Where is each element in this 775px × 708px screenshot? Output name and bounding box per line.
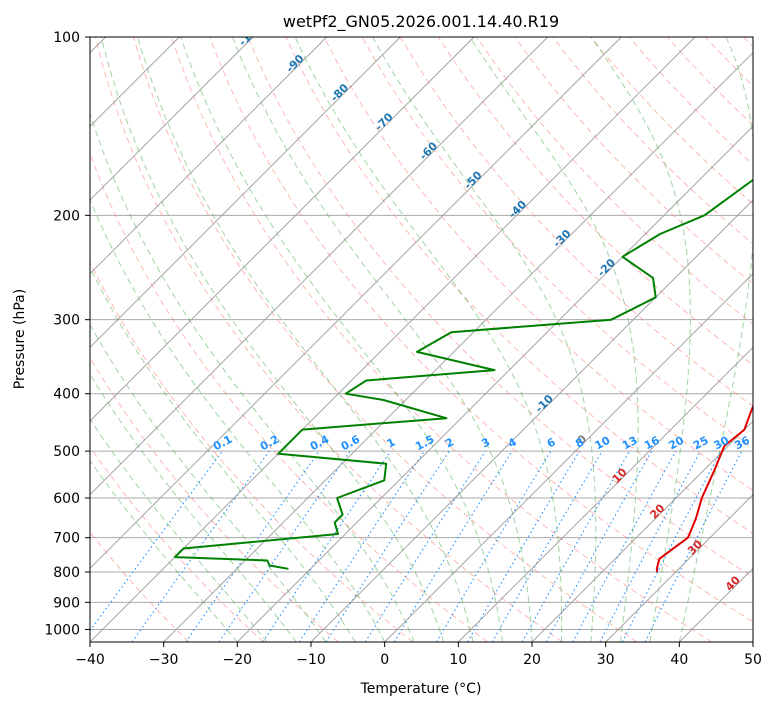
x-tick-label: −20 — [223, 652, 253, 668]
mixing-ratio-label: 13 — [620, 434, 640, 453]
moist-adiabat-line — [231, 37, 533, 642]
plot-area: -100-90-80-70-60-50-40-30-20-10010203040… — [90, 20, 753, 642]
mixing-ratio-line — [572, 450, 677, 642]
mixing-ratio-line — [467, 450, 580, 642]
mixing-ratio-label: 20 — [666, 434, 686, 453]
dry-adiabat-line — [94, 37, 563, 642]
x-tick-label: 0 — [380, 652, 389, 668]
moist-adiabat-line — [180, 37, 503, 642]
profile-series — [173, 178, 753, 573]
x-tick-label: 50 — [744, 652, 762, 668]
y-tick-label: 800 — [53, 565, 80, 581]
isotherm-label: -100 — [236, 20, 265, 49]
x-tick-label: 10 — [449, 652, 467, 668]
x-tick-label: 20 — [523, 652, 541, 668]
isotherm-line — [90, 37, 475, 422]
x-axis-label: Temperature (°C) — [360, 681, 482, 697]
moist-adiabat-line — [294, 37, 563, 642]
mixing-ratio-label: 10 — [593, 434, 613, 453]
mixing-ratio-line — [298, 450, 425, 642]
mixing-ratio-line — [262, 450, 392, 642]
y-tick-label: 700 — [53, 531, 80, 547]
temperature-line — [655, 403, 753, 573]
isotherm-line — [90, 37, 696, 642]
dry-adiabat-line — [476, 37, 753, 325]
moist-adiabat-line — [678, 37, 753, 642]
y-tick-label: 900 — [53, 595, 80, 611]
x-axis-ticks: −40 −30 −20 −10 0 10 20 30 40 50 — [75, 642, 762, 668]
moist-adiabat-line — [100, 37, 445, 642]
mixing-ratio-line — [218, 450, 351, 642]
mixing-ratio-line — [325, 450, 450, 642]
mixing-ratio-label: 30 — [712, 434, 732, 453]
moist-adiabat-line — [90, 323, 327, 642]
x-tick-label: −40 — [75, 652, 105, 668]
y-tick-label: 200 — [53, 208, 80, 224]
mixing-ratio-label: 25 — [691, 434, 711, 453]
mixing-ratio-line — [364, 450, 486, 642]
y-tick-label: 400 — [53, 387, 80, 403]
isotherm-line — [458, 346, 753, 642]
dry-adiabat-line — [247, 37, 753, 578]
moist-adiabat-line — [372, 37, 597, 642]
mixing-ratio-line — [599, 450, 701, 642]
x-tick-label: 30 — [597, 652, 615, 668]
isotherm-line — [237, 125, 753, 642]
isotherm-line — [310, 199, 753, 642]
isotherm-line — [384, 273, 753, 642]
isotherm-line — [90, 37, 548, 496]
y-tick-label: 600 — [53, 491, 80, 507]
x-tick-label: 40 — [670, 652, 688, 668]
isobar-grid — [90, 37, 753, 630]
moist-adiabat-line — [137, 37, 474, 642]
y-axis-label: Pressure (hPa) — [12, 289, 28, 389]
mixing-ratio-label: 36 — [732, 434, 752, 453]
y-tick-label: 300 — [53, 313, 80, 329]
moist-adiabat-line — [90, 459, 238, 642]
mixing-ratio-label: 16 — [642, 434, 662, 453]
dry-adiabat-line — [90, 446, 264, 642]
dry-adiabat-line — [132, 37, 638, 642]
plot-frame — [89, 36, 754, 643]
dry-adiabat-line — [209, 37, 753, 623]
isotherm-line — [90, 37, 254, 201]
x-tick-label: −30 — [149, 652, 179, 668]
moist-adiabat-line — [590, 37, 691, 642]
moist-adiabat-line — [90, 373, 297, 642]
moist-adiabat-line — [90, 198, 386, 642]
dry-adiabat-line — [171, 37, 712, 642]
isotherm-line — [531, 420, 753, 642]
moist-adiabat-line — [469, 37, 639, 642]
isotherm-line — [90, 37, 622, 569]
y-tick-label: 1000 — [44, 622, 80, 638]
y-tick-label: 100 — [53, 30, 80, 46]
moist-adiabat-line — [90, 266, 356, 642]
moist-adiabat-line — [90, 418, 268, 642]
y-tick-label: 500 — [53, 444, 80, 460]
isotherm-line — [90, 37, 401, 348]
isotherm-line — [90, 37, 327, 275]
moist-adiabat-line — [90, 112, 415, 642]
y-axis-ticks: 100 200 300 400 500 600 700 800 900 1000 — [44, 30, 90, 638]
dry-adiabat-line — [285, 37, 753, 535]
mixing-ratio-line — [185, 450, 320, 642]
dewpoint-line — [173, 178, 753, 570]
dry-adiabat-line — [514, 37, 753, 285]
skewed-isotherms — [90, 37, 753, 642]
mixing-ratio-lines — [90, 450, 743, 642]
dry-adiabat-line — [90, 260, 414, 642]
isotherm-line — [605, 494, 753, 642]
chart-title: wetPf2_GN05.2026.001.14.40.R19 — [283, 12, 559, 32]
moist-adiabats — [90, 37, 753, 642]
dry-adiabat-line — [323, 37, 753, 491]
mixing-ratio-line — [435, 450, 552, 642]
x-tick-label: −10 — [296, 652, 326, 668]
